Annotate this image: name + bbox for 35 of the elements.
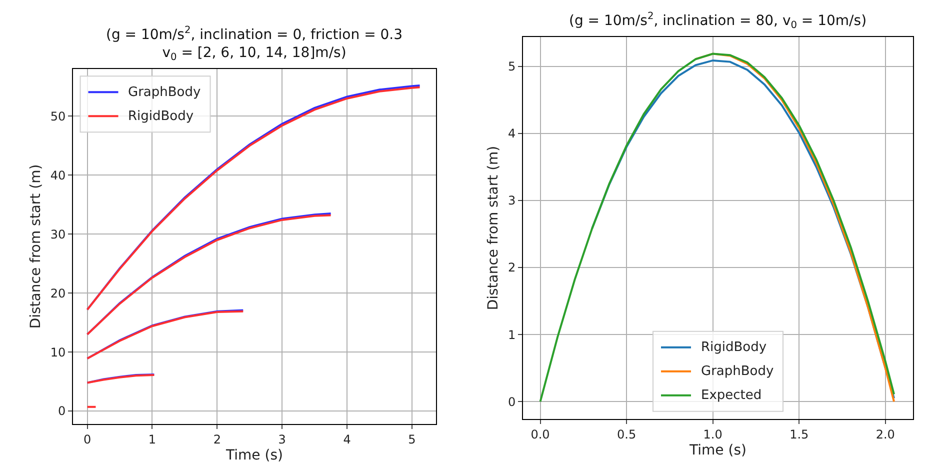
x-tick-label: 2.0 xyxy=(876,427,895,442)
x-tick-label: 1.0 xyxy=(703,427,722,442)
x-tick-label: 0 xyxy=(83,432,92,446)
chart-title: (g = 10m/s$^{2}$, inclination = 80, v$_{0}$ = 10m/s) xyxy=(569,11,867,31)
chart-title: (g = 10m/s$^{2}$, inclination = 0, friction = 0.3 v$_{0}$ = [2, 6, 10, 14, 18]m/s) xyxy=(106,25,403,64)
x-axis-title: Time (s) xyxy=(688,442,746,459)
y-tick-label: 20 xyxy=(50,286,66,300)
x-tick-label: 1.5 xyxy=(790,427,809,442)
y-tick-label: 30 xyxy=(50,227,66,242)
line-series xyxy=(539,52,896,403)
x-tick-label: 2 xyxy=(213,432,221,446)
x-tick-label: 3 xyxy=(278,432,286,446)
y-tick-label: 0 xyxy=(58,404,66,418)
y-axis-title: Distance from start (m) xyxy=(486,146,502,310)
legend-label: RigidBody xyxy=(128,109,194,124)
y-tick-label: 3 xyxy=(508,194,516,208)
y-tick-label: 10 xyxy=(50,345,66,360)
x-tick-label: 1 xyxy=(148,432,156,446)
legend-label: RigidBody xyxy=(701,340,767,355)
legend-label: Expected xyxy=(701,388,762,403)
y-tick-label: 4 xyxy=(508,126,516,141)
y-tick-label: 40 xyxy=(50,168,66,182)
x-tick-label: 4 xyxy=(343,432,351,446)
x-tick-label: 5 xyxy=(408,432,416,446)
legend-label: GraphBody xyxy=(128,85,201,100)
x-axis-title: Time (s) xyxy=(225,448,283,464)
x-tick-label: 0.0 xyxy=(530,427,550,442)
y-tick-label: 50 xyxy=(50,109,66,124)
y-tick-label: 2 xyxy=(508,260,516,275)
y-axis-title: Distance from start (m) xyxy=(28,164,44,329)
x-tick-label: 0.5 xyxy=(616,427,636,442)
y-tick-label: 1 xyxy=(508,328,516,342)
legend-label: GraphBody xyxy=(701,364,774,379)
y-tick-label: 5 xyxy=(508,60,516,74)
y-tick-label: 0 xyxy=(508,394,516,409)
